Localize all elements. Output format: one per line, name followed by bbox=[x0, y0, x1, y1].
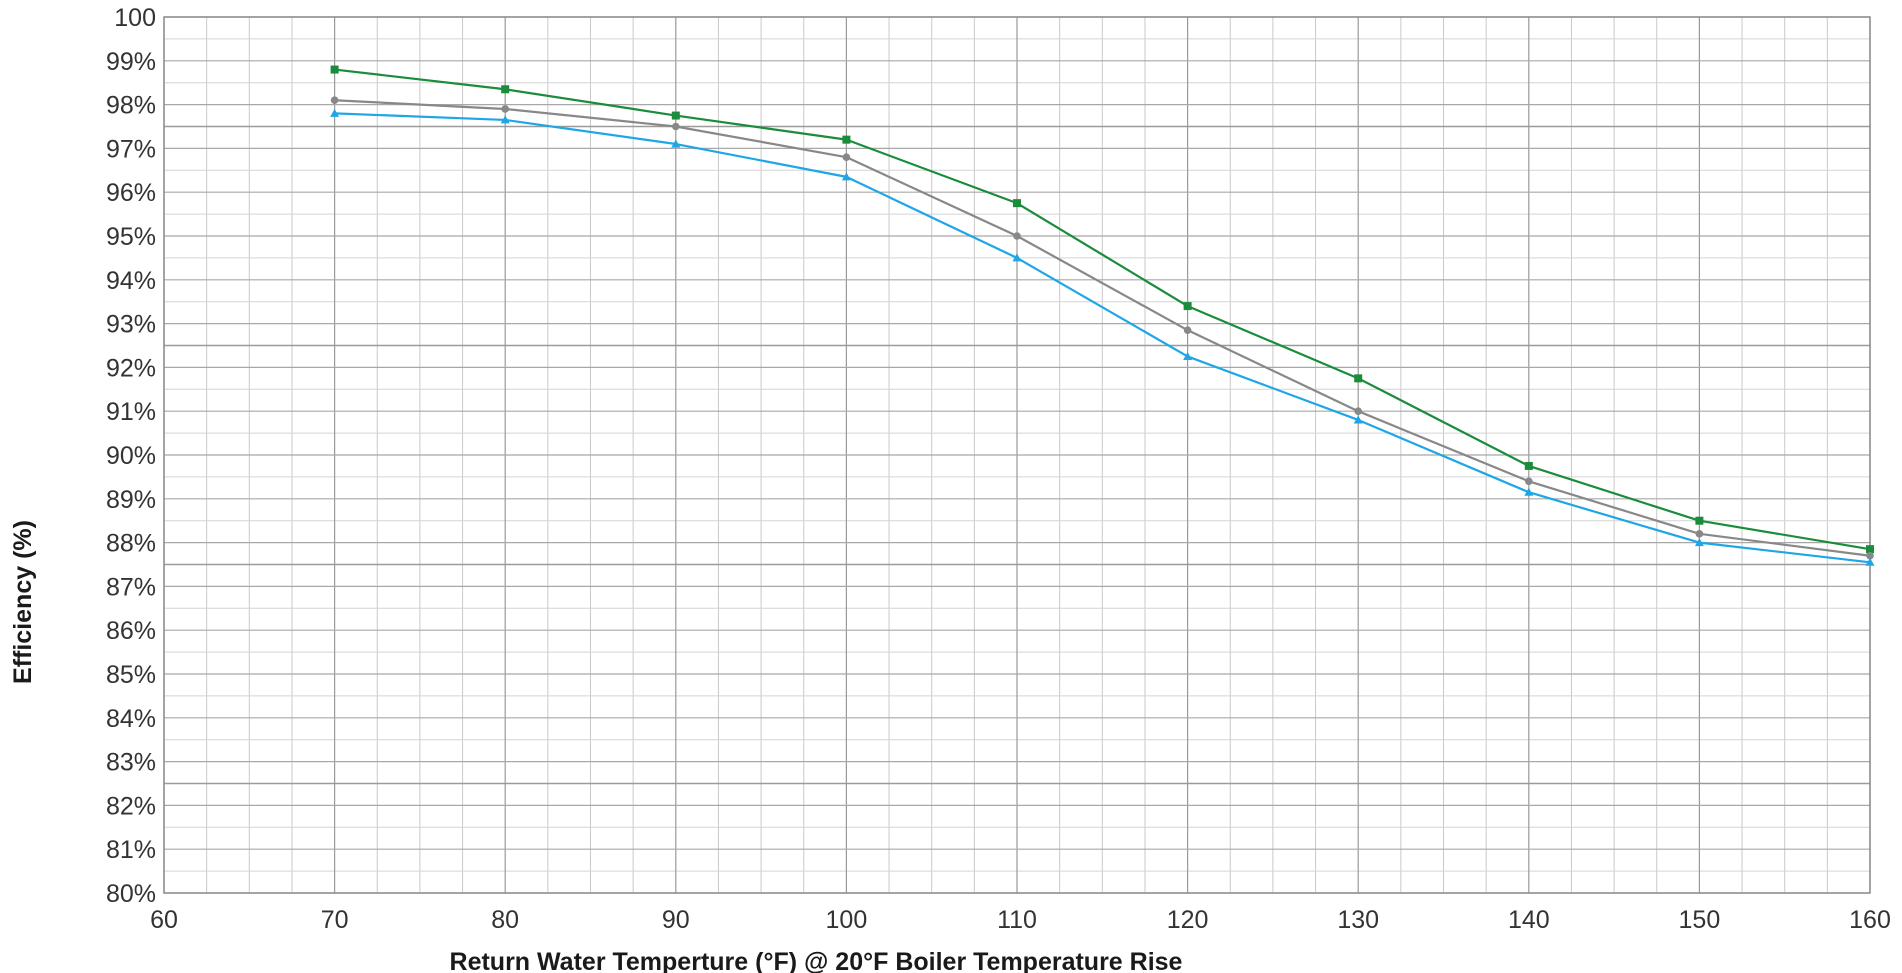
data-point-3 bbox=[841, 172, 851, 181]
data-point-1 bbox=[330, 65, 339, 74]
y-tick-label: 99% bbox=[106, 48, 156, 76]
x-tick-label: 110 bbox=[997, 906, 1037, 934]
x-axis-title: Return Water Temperture (°F) @ 20°F Boil… bbox=[450, 948, 1183, 973]
data-point-2 bbox=[672, 122, 680, 131]
y-tick-label: 87% bbox=[106, 573, 156, 601]
data-point-3 bbox=[330, 108, 340, 117]
data-point-2 bbox=[1013, 232, 1021, 240]
x-tick-label: 100 bbox=[826, 906, 868, 934]
x-tick-label: 130 bbox=[1337, 906, 1379, 934]
y-tick-label: 83% bbox=[106, 749, 156, 777]
data-point-2 bbox=[842, 153, 851, 161]
y-tick-label: 97% bbox=[106, 135, 156, 163]
y-axis-title: Efficiency (%) bbox=[9, 520, 37, 684]
y-tick-label: 96% bbox=[106, 179, 156, 207]
data-point-1 bbox=[1183, 302, 1192, 311]
y-tick-label: 80% bbox=[106, 880, 156, 908]
y-tick-label: 81% bbox=[106, 836, 156, 864]
data-point-3 bbox=[1183, 351, 1193, 360]
y-tick-label: 82% bbox=[106, 792, 156, 820]
data-point-1 bbox=[671, 111, 680, 120]
data-point-3 bbox=[1012, 253, 1022, 262]
data-point-2 bbox=[1354, 407, 1362, 416]
y-tick-labels: 80% 81% 82% 83% 84% 85% 86% 87% 88% 89% 90% 91% 92% 9… bbox=[106, 4, 156, 908]
y-tick-label: 100 bbox=[114, 4, 156, 32]
data-point-2 bbox=[1525, 477, 1533, 486]
y-tick-label: 95% bbox=[106, 223, 156, 251]
data-point-1 bbox=[1013, 199, 1021, 208]
grid-layer bbox=[163, 16, 1871, 894]
plot-border bbox=[163, 16, 1871, 894]
x-tick-label: 150 bbox=[1679, 906, 1721, 934]
y-tick-label: 91% bbox=[106, 398, 156, 426]
x-tick-label: 90 bbox=[662, 906, 690, 934]
data-point-3 bbox=[671, 139, 681, 148]
y-tick-label: 92% bbox=[106, 354, 156, 382]
plot-frame bbox=[163, 16, 1871, 894]
data-point-3 bbox=[1694, 538, 1704, 547]
data-point-2 bbox=[1866, 551, 1874, 560]
y-tick-label: 85% bbox=[106, 661, 156, 689]
data-point-1 bbox=[842, 135, 851, 144]
data-point-3 bbox=[1524, 487, 1534, 496]
y-tick-label: 86% bbox=[106, 617, 156, 645]
series-line-1 bbox=[334, 68, 1871, 551]
y-tick-label: 90% bbox=[106, 442, 156, 470]
x-tick-label: 120 bbox=[1167, 906, 1209, 934]
x-tick-label: 70 bbox=[321, 906, 349, 934]
data-point-3 bbox=[1353, 415, 1363, 424]
marker-layer bbox=[330, 65, 1875, 566]
x-tick-label: 160 bbox=[1849, 906, 1891, 934]
data-point-2 bbox=[501, 105, 510, 113]
y-tick-label: 89% bbox=[106, 486, 156, 514]
x-tick-label: 140 bbox=[1508, 906, 1550, 934]
data-point-1 bbox=[1524, 461, 1533, 470]
series-line-2 bbox=[334, 99, 1871, 557]
series-line-3 bbox=[334, 112, 1871, 564]
x-tick-labels: 60 70 80 90 100 110 120 130 140 150 160 bbox=[150, 906, 1891, 934]
data-point-1 bbox=[1695, 516, 1704, 525]
data-point-3 bbox=[1865, 557, 1875, 566]
data-point-2 bbox=[1695, 530, 1704, 538]
series-layer bbox=[334, 68, 1871, 564]
x-tick-label: 80 bbox=[491, 906, 519, 934]
data-point-2 bbox=[1183, 326, 1192, 334]
y-tick-label: 93% bbox=[106, 311, 156, 339]
data-point-3 bbox=[500, 115, 510, 124]
x-tick-label: 60 bbox=[150, 906, 178, 934]
data-point-1 bbox=[1866, 545, 1874, 554]
y-tick-label: 98% bbox=[106, 92, 156, 120]
y-tick-label: 94% bbox=[106, 267, 156, 295]
y-tick-label: 88% bbox=[106, 530, 156, 558]
y-tick-label: 84% bbox=[106, 705, 156, 733]
data-point-1 bbox=[501, 85, 510, 94]
data-point-1 bbox=[1354, 374, 1363, 383]
data-point-2 bbox=[330, 96, 339, 105]
